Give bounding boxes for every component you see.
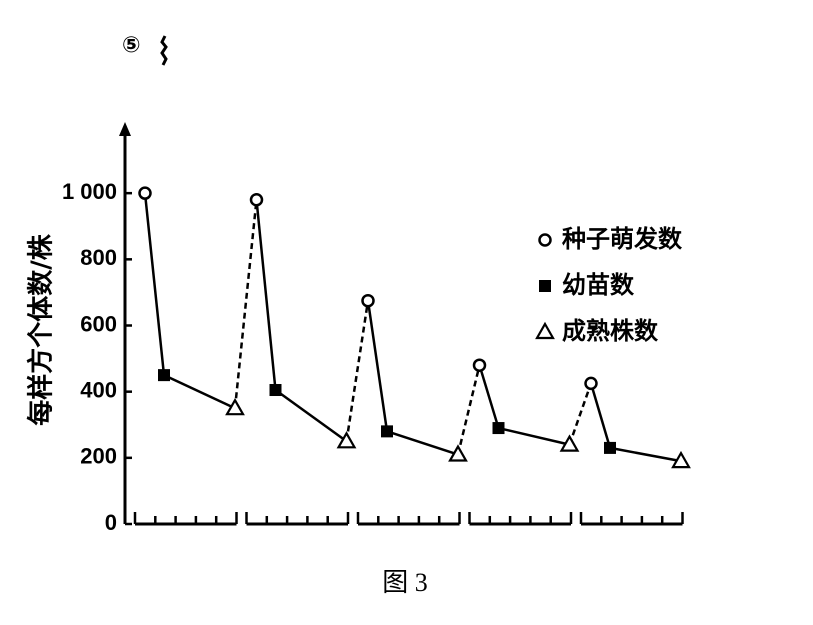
connector [456, 364, 481, 455]
legend-label: 种子萌发数 [562, 225, 683, 253]
marker [584, 376, 598, 391]
marker [559, 434, 580, 452]
legend-marker [538, 233, 552, 247]
y-axis-title: 每样方个体数/株 [26, 233, 57, 425]
marker [158, 369, 170, 382]
marker [225, 397, 245, 416]
marker [249, 193, 264, 207]
connector [568, 382, 593, 446]
decoration [160, 35, 168, 66]
connector [274, 388, 348, 443]
legend-label: 成熟株数 [562, 317, 659, 345]
y-tick-label: 400 [80, 377, 117, 402]
connector [143, 193, 166, 376]
legend-marker [535, 321, 555, 340]
legend-marker [539, 280, 551, 292]
marker [138, 186, 152, 200]
connector [255, 199, 277, 391]
y-axis-arrow [119, 122, 131, 136]
marker [448, 444, 468, 462]
y-tick-label: 800 [80, 245, 117, 270]
connector [609, 446, 682, 463]
marker [269, 384, 282, 397]
marker [361, 293, 375, 308]
y-tick-label: 0 [105, 510, 117, 535]
marker [336, 431, 357, 449]
connector [345, 300, 370, 442]
marker [381, 425, 393, 438]
y-tick-label: 600 [80, 311, 117, 336]
connector [233, 199, 258, 409]
connector [366, 300, 389, 432]
legend-label: 幼苗数 [562, 271, 635, 299]
figure-label: ⑤ [122, 33, 141, 58]
connector [589, 383, 612, 449]
marker [671, 450, 691, 469]
caption: 图 3 [382, 568, 428, 597]
y-tick-label: 1 000 [62, 179, 117, 204]
connector [498, 426, 570, 446]
marker [472, 358, 487, 372]
marker [492, 422, 505, 435]
connector [478, 364, 500, 429]
y-tick-label: 200 [80, 444, 117, 469]
marker [604, 441, 616, 454]
connector [386, 430, 459, 456]
connector [163, 373, 236, 410]
